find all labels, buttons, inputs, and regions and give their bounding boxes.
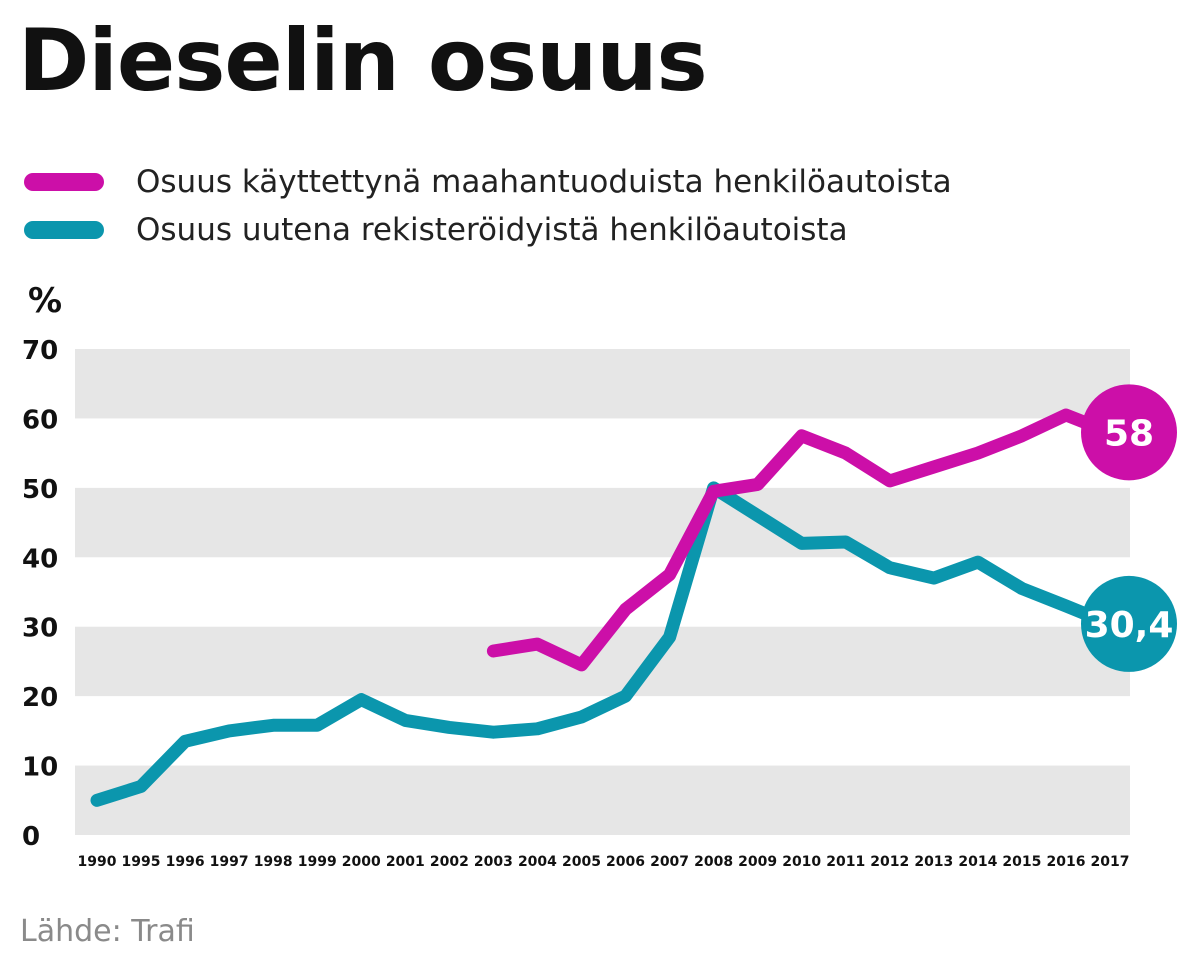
y-tick-label-20: 20 bbox=[22, 683, 58, 713]
end-value-label-1: 30,4 bbox=[1085, 605, 1174, 646]
y-tick-label-10: 10 bbox=[22, 753, 58, 783]
x-tick-label-2009: 2009 bbox=[738, 854, 777, 870]
legend-label-new-registrations: Osuus uutena rekisteröidyistä henkilöaut… bbox=[136, 212, 848, 248]
series-line-1 bbox=[90, 481, 1117, 807]
chart-title: Dieselin osuus bbox=[18, 11, 708, 111]
x-tick-label-2003: 2003 bbox=[474, 854, 513, 870]
y-tick-label-40: 40 bbox=[22, 544, 58, 574]
x-tick-label-2008: 2008 bbox=[694, 854, 733, 870]
x-tick-label-2016: 2016 bbox=[1046, 854, 1085, 870]
x-tick-label-2004: 2004 bbox=[518, 854, 557, 870]
y-tick-label-50: 50 bbox=[22, 475, 58, 505]
x-tick-label-2015: 2015 bbox=[1002, 854, 1041, 870]
x-tick-label-2000: 2000 bbox=[342, 854, 381, 870]
x-tick-label-2013: 2013 bbox=[914, 854, 953, 870]
x-tick-label-2006: 2006 bbox=[606, 854, 645, 870]
x-tick-label-2017: 2017 bbox=[1091, 854, 1130, 870]
y-axis-unit-label: % bbox=[28, 281, 62, 321]
y-tick-label-30: 30 bbox=[22, 614, 58, 644]
legend-item-used-imports: Osuus käyttettynä maahantuoduista henkil… bbox=[24, 158, 952, 206]
grid-band-0-10 bbox=[75, 765, 1130, 835]
y-tick-label-0: 0 bbox=[22, 822, 40, 852]
x-tick-label-1999: 1999 bbox=[298, 854, 337, 870]
grid-band-60-70 bbox=[75, 349, 1130, 419]
source-note: Lähde: Trafi bbox=[20, 914, 195, 949]
x-tick-label-2010: 2010 bbox=[782, 854, 821, 870]
legend-swatch-used-imports bbox=[24, 173, 104, 191]
x-tick-label-2014: 2014 bbox=[958, 854, 997, 870]
end-value-circle-0 bbox=[1081, 384, 1177, 481]
x-tick-label-2001: 2001 bbox=[386, 854, 425, 870]
x-tick-label-2005: 2005 bbox=[562, 854, 601, 870]
grid-band-40-50 bbox=[75, 487, 1130, 558]
x-tick-label-2012: 2012 bbox=[870, 854, 909, 870]
legend-label-used-imports: Osuus käyttettynä maahantuoduista henkil… bbox=[136, 164, 952, 200]
legend-item-new-registrations: Osuus uutena rekisteröidyistä henkilöaut… bbox=[24, 206, 952, 254]
x-tick-label-2011: 2011 bbox=[826, 854, 865, 870]
x-tick-label-1995: 1995 bbox=[122, 854, 161, 870]
legend: Osuus käyttettynä maahantuoduista henkil… bbox=[24, 158, 952, 254]
x-tick-label-1996: 1996 bbox=[166, 854, 205, 870]
end-value-label-0: 58 bbox=[1104, 413, 1154, 454]
x-tick-label-2007: 2007 bbox=[650, 854, 689, 870]
x-tick-label-2002: 2002 bbox=[430, 854, 469, 870]
x-tick-label-1990: 1990 bbox=[78, 854, 117, 870]
y-tick-label-60: 60 bbox=[22, 405, 58, 435]
x-tick-label-1997: 1997 bbox=[210, 854, 249, 870]
y-tick-label-70: 70 bbox=[22, 336, 58, 366]
x-tick-label-1998: 1998 bbox=[254, 854, 293, 870]
series-line-0 bbox=[486, 408, 1117, 672]
legend-swatch-new-registrations bbox=[24, 221, 104, 239]
end-value-circle-1 bbox=[1081, 575, 1177, 672]
